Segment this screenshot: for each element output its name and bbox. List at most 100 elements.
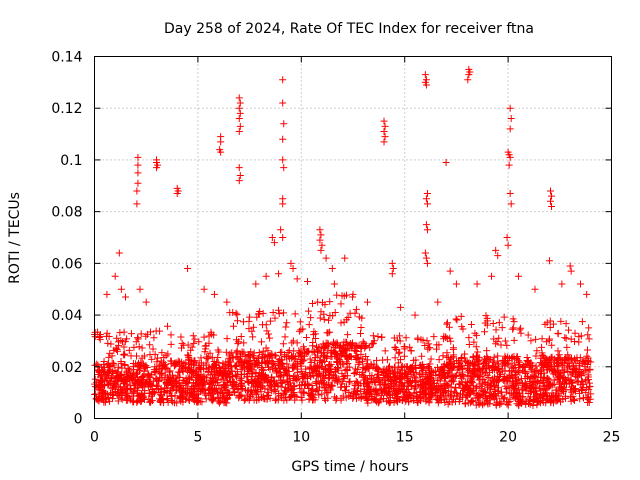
data-point <box>337 319 345 327</box>
data-point <box>512 380 520 388</box>
data-point <box>330 280 338 288</box>
data-point <box>362 352 370 360</box>
data-point <box>258 359 266 367</box>
data-point <box>403 382 411 390</box>
data-point <box>471 329 479 337</box>
data-point <box>95 334 103 342</box>
data-point <box>226 350 234 358</box>
data-point <box>157 369 165 377</box>
data-point <box>104 339 112 347</box>
data-point <box>114 363 122 371</box>
data-point <box>190 360 198 368</box>
data-point <box>281 333 289 341</box>
data-point <box>380 127 388 135</box>
y-axis-ticks: 0 0.02 0.04 0.06 0.08 0.1 0.12 0.14 <box>51 50 612 428</box>
data-point <box>514 357 522 365</box>
data-point <box>368 377 376 385</box>
data-point <box>153 365 161 373</box>
x-axis-label: GPS time / hours <box>291 459 408 475</box>
data-point <box>494 252 502 260</box>
data-point <box>364 399 372 407</box>
data-point <box>261 351 269 359</box>
data-point <box>262 321 270 329</box>
data-point <box>369 332 377 340</box>
y-tick-label: 0.06 <box>51 256 82 272</box>
data-point <box>323 329 331 337</box>
data-point <box>223 335 231 343</box>
data-point <box>566 393 574 401</box>
data-point <box>362 342 370 350</box>
data-point <box>501 337 509 345</box>
data-point <box>229 385 237 393</box>
data-point <box>443 370 451 378</box>
data-point <box>233 382 241 390</box>
data-point <box>140 364 148 372</box>
data-point <box>180 341 188 349</box>
data-point <box>449 345 457 353</box>
data-point <box>91 333 99 341</box>
data-point <box>543 355 551 363</box>
data-point <box>184 351 192 359</box>
data-point <box>418 352 426 360</box>
data-point <box>229 309 237 317</box>
data-point <box>468 397 476 405</box>
data-point <box>233 373 241 381</box>
data-point <box>561 334 569 342</box>
data-point <box>401 345 409 353</box>
data-point <box>194 387 202 395</box>
data-point <box>317 231 325 239</box>
data-point <box>287 259 295 267</box>
data-point <box>578 385 586 393</box>
data-point <box>280 309 288 317</box>
data-point <box>391 343 399 351</box>
data-point <box>274 306 282 314</box>
data-point <box>420 395 428 403</box>
data-point <box>500 313 508 321</box>
data-point <box>288 352 296 360</box>
data-point <box>326 298 334 306</box>
data-point <box>397 370 405 378</box>
data-point <box>507 200 515 208</box>
data-point <box>445 323 453 331</box>
data-point <box>555 351 563 359</box>
data-point <box>524 357 532 365</box>
data-point <box>410 356 418 364</box>
data-point <box>184 265 192 273</box>
data-point <box>446 334 454 342</box>
data-point <box>307 314 315 322</box>
data-point <box>510 359 518 367</box>
data-point <box>474 399 482 407</box>
data-point <box>386 375 394 383</box>
x-tick-label: 10 <box>292 430 310 446</box>
data-point <box>398 366 406 374</box>
data-point <box>548 341 556 349</box>
data-points <box>91 65 595 409</box>
data-point <box>113 345 121 353</box>
data-point <box>332 396 340 404</box>
data-point <box>133 200 141 208</box>
data-point <box>226 373 234 381</box>
data-point <box>494 372 502 380</box>
data-point <box>473 383 481 391</box>
data-point <box>146 341 154 349</box>
data-point <box>417 371 425 379</box>
data-point <box>232 309 240 317</box>
data-point <box>109 392 117 400</box>
data-point <box>339 347 347 355</box>
data-point <box>164 322 172 330</box>
data-point <box>145 377 153 385</box>
data-point <box>464 387 472 395</box>
data-point <box>244 387 252 395</box>
data-point <box>324 394 332 402</box>
data-point <box>283 396 291 404</box>
data-point <box>575 360 583 368</box>
data-point <box>545 257 553 265</box>
data-point <box>236 171 244 179</box>
data-point <box>235 338 243 346</box>
data-point <box>304 277 312 285</box>
data-point <box>433 395 441 403</box>
data-point <box>160 353 168 361</box>
data-point <box>91 375 99 383</box>
data-point <box>572 364 580 372</box>
data-point <box>173 190 181 198</box>
